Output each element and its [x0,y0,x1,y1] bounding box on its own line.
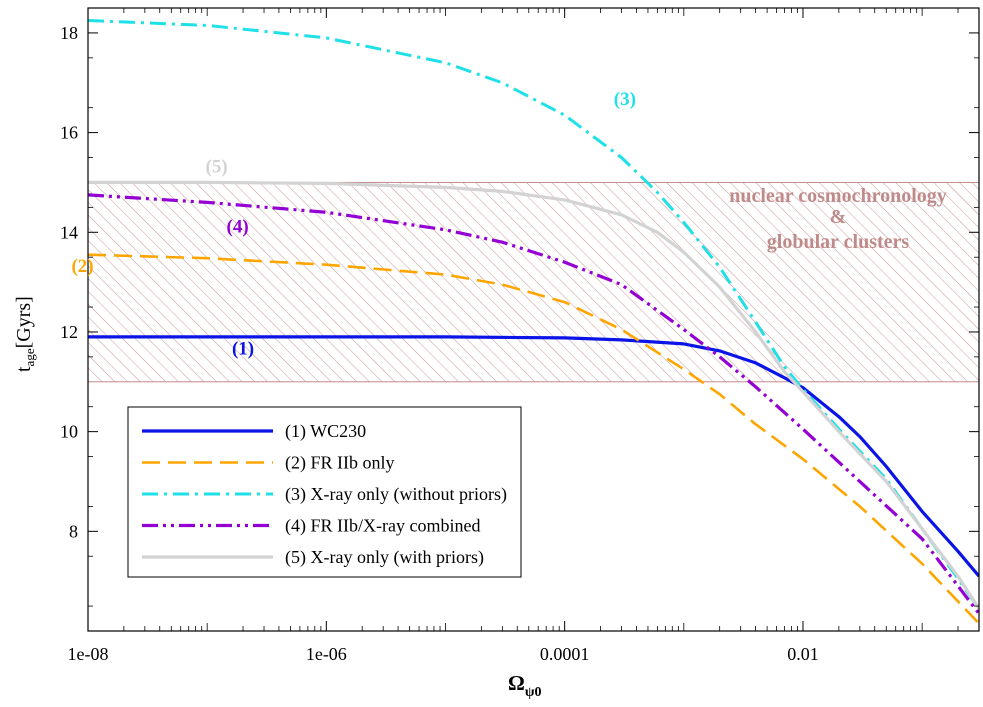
band-label-line-2: & [830,206,847,228]
legend-label-4: (4) FR IIb/X-ray combined [285,516,480,537]
x-tick-label: 0.0001 [540,644,590,664]
hatched-band-region [87,181,980,383]
curves [88,19,979,625]
series-line-5 [88,180,979,610]
series-line-2 [88,253,979,625]
legend: (1) WC230 (2) FR IIb only (3) X-ray only (… [127,406,522,578]
curve-labels: (1) (2) (3) (4) (5) [71,89,635,359]
x-axis-title: Ωψ0 [508,671,541,700]
x-axis-label: Ωψ0 [508,671,541,700]
curve-label-1: (1) [232,338,254,359]
legend-label-5: (5) X-ray only (with priors) [285,547,484,568]
y-axis-title: tage[Gyrs] [13,296,37,372]
curve-label-5: (5) [206,156,228,177]
legend-label-2: (2) FR IIb only [285,453,395,474]
curve-label-2: (2) [71,256,93,277]
band-label-line-3: globular clusters [767,231,910,253]
y-tick-label: 8 [69,521,78,541]
legend-box [127,406,522,578]
x-tick-label: 1e-06 [306,644,347,664]
y-tick-label: 12 [60,322,78,342]
axis-ticks: 1e-08 1e-06 0.0001 0.01 8 10 12 14 16 18 [60,7,979,664]
plot-frame [87,7,980,632]
y-axis-label: tage[Gyrs] [13,296,37,372]
band-rect [87,181,980,383]
legend-label-3: (3) X-ray only (without priors) [285,484,507,505]
y-tick-label: 10 [60,422,78,442]
y-tick-label: 18 [60,23,78,43]
y-tick-label: 16 [60,123,78,143]
y-tick-label: 14 [60,222,78,242]
legend-label-1: (1) WC230 [285,421,366,442]
curve-label-4: (4) [227,216,249,237]
x-tick-label: 1e-08 [68,644,109,664]
curve-label-3: (3) [614,89,636,110]
series-line-4 [88,193,979,615]
x-tick-label: 0.01 [787,644,819,664]
band-label-line-1: nuclear cosmochronology [729,185,947,207]
series-line-1 [88,335,979,578]
band-annotation: nuclear cosmochronology & globular clust… [729,185,947,253]
